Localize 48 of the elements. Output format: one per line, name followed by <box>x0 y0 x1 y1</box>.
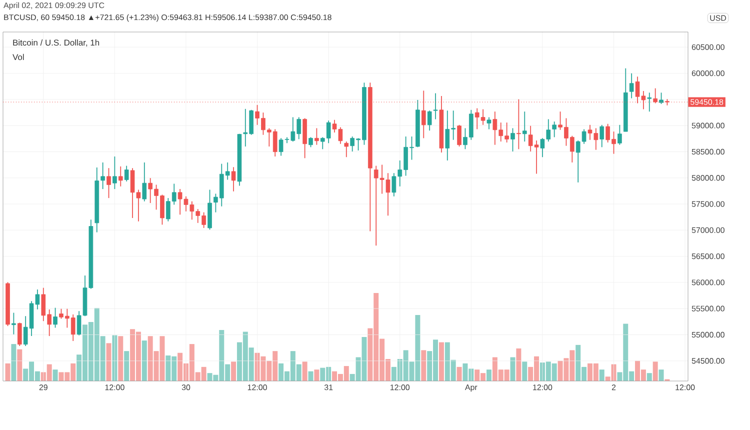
bar <box>522 362 528 381</box>
bar <box>124 351 130 381</box>
candlestick <box>600 124 604 148</box>
candlestick <box>457 124 462 147</box>
candlestick <box>231 166 236 192</box>
bar <box>11 344 16 381</box>
candlestick <box>647 92 652 112</box>
candlestick <box>314 128 319 146</box>
candlestick <box>486 116 492 130</box>
candlestick <box>142 162 147 202</box>
candlestick <box>552 121 556 138</box>
bar <box>421 350 426 381</box>
bar <box>516 348 522 381</box>
bar <box>142 340 147 381</box>
candlestick <box>659 92 664 104</box>
text: Bitcoin / U.S. Dollar, 1h <box>13 39 100 47</box>
candlestick <box>510 128 515 152</box>
bar <box>599 370 604 381</box>
candlestick <box>427 110 432 131</box>
candlestick <box>344 141 349 158</box>
candlestick <box>618 124 622 146</box>
bar <box>652 362 658 381</box>
bar <box>438 342 444 381</box>
candlestick <box>118 166 123 187</box>
bar <box>486 370 492 381</box>
bar <box>302 362 308 381</box>
bar <box>118 336 124 381</box>
candlestick <box>12 312 16 335</box>
candlestick <box>433 92 438 120</box>
bar <box>314 370 320 381</box>
bar <box>5 363 10 381</box>
bar <box>658 370 664 381</box>
bar <box>52 370 58 381</box>
bar <box>17 349 22 381</box>
bar <box>308 371 314 381</box>
bar <box>646 373 652 381</box>
chart-title: Vol <box>12 54 24 60</box>
candlestick <box>112 156 117 190</box>
candlestick <box>522 111 527 142</box>
candlestick <box>106 168 111 198</box>
candlestick <box>17 322 22 346</box>
candlestick <box>53 307 58 328</box>
candlestick <box>308 136 313 148</box>
bar <box>231 362 236 381</box>
bar <box>456 366 462 381</box>
candlestick <box>124 165 129 182</box>
bar <box>106 343 112 381</box>
candlestick <box>629 72 634 99</box>
